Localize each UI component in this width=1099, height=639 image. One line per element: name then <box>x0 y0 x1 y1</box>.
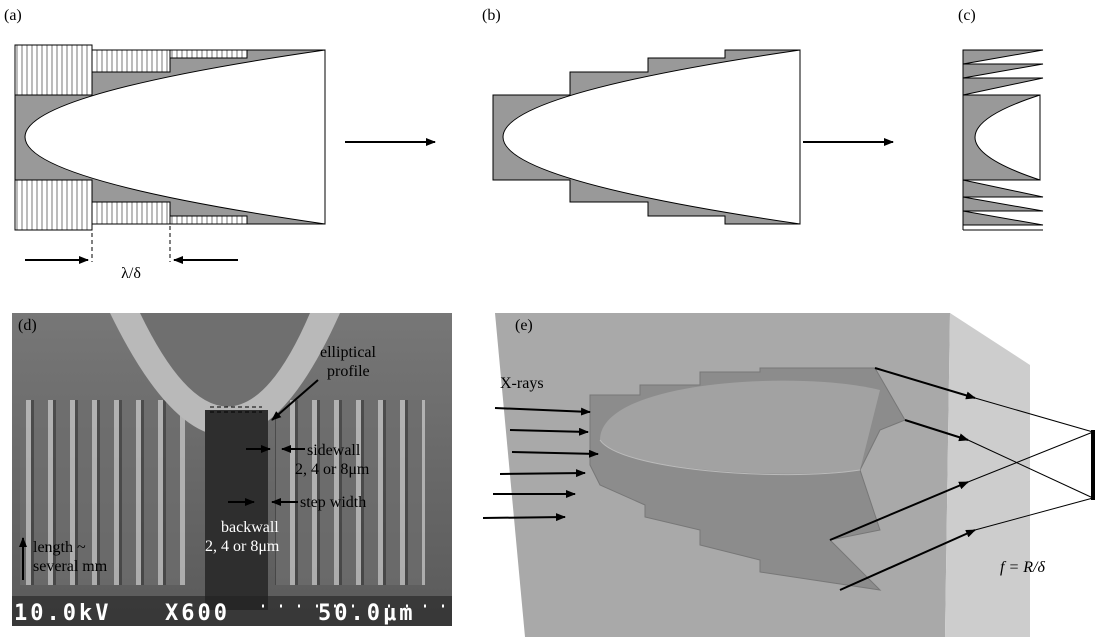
page: Figure {"panel_a": {"label": "(a)", "dim… <box>0 0 1099 639</box>
annotation-line: profile <box>327 363 370 380</box>
panel-label: (a) <box>4 7 22 24</box>
hatched-region <box>170 50 247 58</box>
wedge <box>963 211 1043 225</box>
substrate-side <box>945 313 1030 637</box>
xray-arrow <box>500 473 585 474</box>
annotation-line: elliptical <box>320 344 377 361</box>
annotation-line: sidewall <box>307 442 361 459</box>
wedge <box>963 197 1043 211</box>
sem-magnification: X600 <box>165 601 230 626</box>
sem-backwall <box>205 410 268 610</box>
wedge <box>963 50 1043 64</box>
panel-d: (d) elliptical profile sidewall 2, 4 or 8μ… <box>12 313 452 626</box>
panel-label: (d) <box>18 317 37 334</box>
wedge <box>963 180 1043 197</box>
hatched-region <box>92 50 170 72</box>
hatched-region <box>92 202 170 224</box>
panel-e: (e) X-rays f = R/δ <box>483 313 1093 637</box>
body: (a) λ/δ (b) (c) (d) elliptical profile si… <box>0 0 1099 639</box>
dimension-label: λ/δ <box>121 265 141 282</box>
panel-a: (a) λ/δ <box>4 7 325 282</box>
panel-label: (b) <box>482 7 501 24</box>
annotation-line: 2, 4 or 8μm <box>205 538 280 555</box>
hatched-region <box>15 45 92 95</box>
hatched-region <box>15 180 92 230</box>
annotation: step width <box>300 494 366 511</box>
annotation-line: length ~ <box>33 539 86 556</box>
panel-label: (e) <box>515 317 533 334</box>
annotation-line: 2, 4 or 8μm <box>295 461 370 478</box>
sem-scale: 50.0μm <box>318 601 415 626</box>
sem-sidewalls <box>275 400 425 585</box>
sem-voltage: 10.0kV <box>14 601 111 626</box>
panel-b: (b) <box>482 7 800 224</box>
parabola <box>503 50 800 224</box>
focal-length-label: f = R/δ <box>1000 559 1045 576</box>
figure: (a) λ/δ (b) (c) (d) elliptical profile si… <box>0 0 1099 639</box>
panel-label: (c) <box>958 7 976 24</box>
wedge <box>963 78 1043 95</box>
wedge <box>963 64 1043 78</box>
panel-c: (c) <box>958 7 1043 230</box>
hatched-region <box>170 216 247 224</box>
xray-arrow <box>483 517 565 518</box>
annotation-line: several mm <box>33 558 108 575</box>
beam-label: X-rays <box>500 375 544 392</box>
annotation-line: backwall <box>221 519 279 536</box>
